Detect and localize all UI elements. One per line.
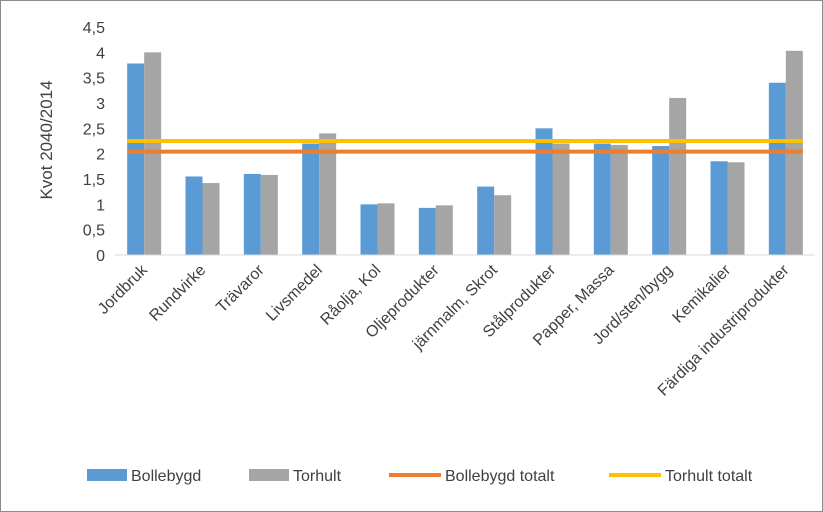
x-tick-label: Livsmedel	[263, 262, 326, 325]
bar-torhult	[202, 183, 220, 255]
legend-swatch	[87, 469, 127, 481]
bar-bollebygd	[302, 143, 320, 255]
bar-torhult	[494, 195, 512, 255]
x-tick-label: Trävaror	[213, 261, 268, 316]
bar-bollebygd	[768, 82, 786, 255]
bar-bollebygd	[185, 176, 203, 255]
bar-torhult	[610, 145, 628, 255]
bar-bollebygd	[593, 143, 611, 255]
bar-torhult	[144, 52, 162, 256]
bar-torhult	[669, 97, 687, 255]
y-axis-label: Kvot 2040/2014	[37, 80, 56, 199]
bar-torhult	[260, 174, 278, 255]
bar-torhult	[552, 143, 570, 255]
x-tick-label: Rundvirke	[146, 262, 209, 325]
bar-bollebygd	[652, 146, 670, 255]
bar-bollebygd	[127, 63, 145, 256]
y-tick-label: 0,5	[83, 223, 105, 240]
bar-torhult	[727, 162, 745, 255]
y-tick-label: 3	[96, 96, 105, 113]
y-tick-label: 4,5	[83, 20, 105, 37]
y-tick-label: 2	[96, 147, 105, 164]
y-tick-label: 3,5	[83, 71, 105, 88]
y-tick-label: 0	[96, 248, 105, 265]
legend: Bollebygd Torhult Bollebygd totalt Torhult …	[87, 468, 753, 485]
legend-label: Torhult	[293, 468, 342, 485]
x-tick-label: Jordbruk	[95, 261, 152, 318]
bar-bollebygd	[418, 207, 436, 255]
y-tick-label: 1	[96, 197, 105, 214]
legend-swatch	[249, 469, 289, 481]
y-tick-labels: 0 0,5 1 1,5 2 2,5 3 3,5 4 4,5	[83, 20, 105, 265]
bar-bollebygd	[710, 161, 728, 255]
bar-torhult	[319, 133, 337, 255]
bars	[127, 50, 803, 256]
legend-label: Bollebygd	[131, 468, 201, 485]
y-tick-label: 4	[96, 45, 105, 62]
y-tick-label: 2,5	[83, 121, 105, 138]
legend-label: Torhult totalt	[665, 468, 753, 485]
bar-bollebygd	[477, 186, 495, 255]
bar-bollebygd	[243, 173, 261, 255]
y-tick-label: 1,5	[83, 172, 105, 189]
bar-torhult	[435, 205, 453, 255]
legend-label: Bollebygd totalt	[445, 468, 555, 485]
bar-torhult	[377, 203, 395, 255]
bar-bollebygd	[360, 204, 378, 255]
bar-bollebygd	[535, 128, 553, 255]
reference-lines	[127, 139, 803, 154]
